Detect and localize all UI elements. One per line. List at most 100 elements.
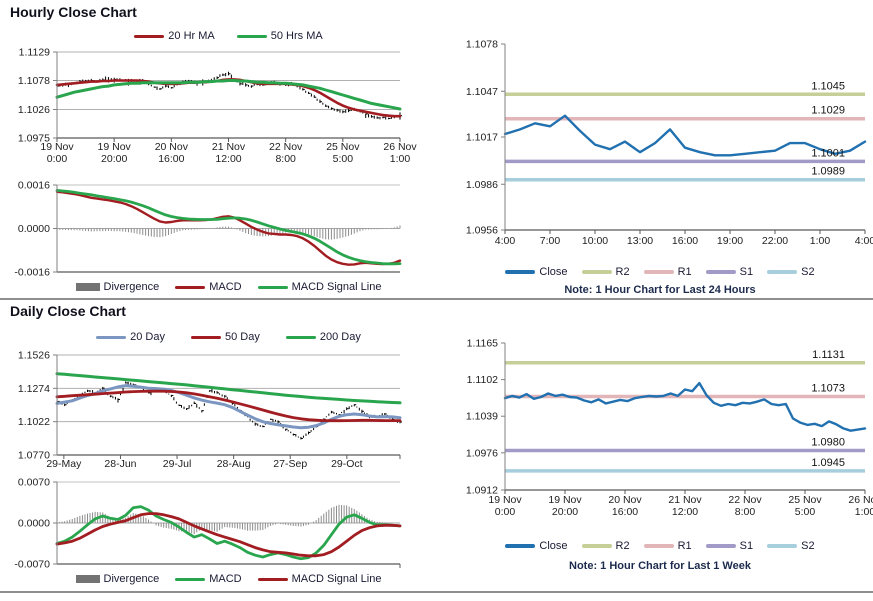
macd-line-swatch-icon <box>175 285 206 289</box>
pivot-weekly-note: Note: 1 Hour Chart for Last 1 Week <box>569 560 751 572</box>
svg-text:20:00: 20:00 <box>101 153 127 165</box>
section-divider <box>0 298 873 300</box>
legend-label: MACD <box>209 573 242 585</box>
daily-price-chart: 1.1526 1.1274 1.1022 1.0770 29-May 28-Jun 29-J… <box>0 344 420 475</box>
legend-label: MACD <box>209 281 242 293</box>
svg-text:28-Aug: 28-Aug <box>217 458 251 470</box>
legend-item-r1: R1 <box>643 266 692 278</box>
daily-macd-legend: Divergence MACD MACD Signal Line <box>57 573 400 585</box>
svg-text:0:00: 0:00 <box>47 153 68 165</box>
bottom-divider <box>0 591 873 593</box>
svg-text:1.0956: 1.0956 <box>466 225 498 237</box>
legend-item-divergence: Divergence <box>75 281 160 293</box>
legend-item-r2: R2 <box>581 266 630 278</box>
svg-text:20:00: 20:00 <box>552 506 578 518</box>
legend-item-s1: S1 <box>705 266 753 278</box>
svg-text:29-Oct: 29-Oct <box>331 458 363 470</box>
svg-text:1.0770: 1.0770 <box>18 450 50 462</box>
legend-item-macd-signal: MACD Signal Line <box>257 281 382 293</box>
svg-text:10:00: 10:00 <box>582 235 608 247</box>
divergence-swatch-icon <box>75 283 100 291</box>
svg-text:26 Nov: 26 Nov <box>383 141 417 153</box>
svg-text:20 Nov: 20 Nov <box>608 494 642 506</box>
svg-text:1.0912: 1.0912 <box>466 485 498 497</box>
svg-text:22 Nov: 22 Nov <box>728 494 762 506</box>
legend-item-s2: S2 <box>767 540 815 552</box>
svg-text:21 Nov: 21 Nov <box>212 141 246 153</box>
svg-text:-0.0016: -0.0016 <box>14 267 50 279</box>
svg-text:1:00: 1:00 <box>390 153 411 165</box>
legend-label: R2 <box>615 540 630 552</box>
svg-text:12:00: 12:00 <box>672 506 698 518</box>
svg-text:1.1274: 1.1274 <box>18 383 50 395</box>
svg-text:1.1102: 1.1102 <box>467 374 498 386</box>
svg-text:1.1129: 1.1129 <box>19 47 50 59</box>
pivot-weekly-legend: Close R2 R1 S1 S2 <box>460 540 860 552</box>
50hrs-ma-line-swatch-icon <box>236 34 267 38</box>
svg-text:19 Nov: 19 Nov <box>548 494 582 506</box>
svg-text:4:00: 4:00 <box>855 235 873 247</box>
svg-text:1.1073: 1.1073 <box>811 382 845 394</box>
svg-text:-0.0070: -0.0070 <box>14 559 50 571</box>
svg-text:4:00: 4:00 <box>495 235 516 247</box>
svg-text:22 Nov: 22 Nov <box>269 141 303 153</box>
legend-label: MACD Signal Line <box>291 281 382 293</box>
svg-text:1.1047: 1.1047 <box>466 86 498 98</box>
legend-item-20hr-ma: 20 Hr MA <box>134 30 215 42</box>
svg-text:7:00: 7:00 <box>540 235 561 247</box>
legend-label: Divergence <box>103 573 160 585</box>
svg-text:12:00: 12:00 <box>215 153 241 165</box>
svg-text:0.0000: 0.0000 <box>18 223 50 235</box>
svg-text:1.0975: 1.0975 <box>18 133 50 145</box>
svg-text:19 Nov: 19 Nov <box>488 494 522 506</box>
svg-text:1.1078: 1.1078 <box>18 75 50 87</box>
svg-text:1.0986: 1.0986 <box>466 179 498 191</box>
svg-text:0.0016: 0.0016 <box>18 180 50 192</box>
daily-section-title: Daily Close Chart <box>10 303 126 319</box>
svg-text:1.1026: 1.1026 <box>18 104 50 116</box>
svg-text:1.0980: 1.0980 <box>811 436 845 448</box>
hourly-section-title: Hourly Close Chart <box>10 4 137 20</box>
svg-text:5:00: 5:00 <box>333 153 354 165</box>
legend-item-50hrs-ma: 50 Hrs MA <box>236 30 323 42</box>
pivot-24h-note: Note: 1 Hour Chart for Last 24 Hours <box>564 284 756 296</box>
legend-item-s1: S1 <box>705 540 754 552</box>
legend-item-s2: S2 <box>767 266 815 278</box>
macd-signal-line-swatch-icon <box>257 285 288 289</box>
svg-text:1:00: 1:00 <box>810 235 831 247</box>
close-line-swatch-icon <box>505 544 536 548</box>
daily-macd-chart: 0.0070 0.0000 -0.0070 <box>0 474 420 577</box>
200day-line-swatch-icon <box>285 335 316 339</box>
legend-label: R2 <box>615 266 630 278</box>
legend-item-r1: R1 <box>643 540 692 552</box>
20hr-ma-line-swatch-icon <box>134 34 165 38</box>
20day-line-swatch-icon <box>96 335 127 339</box>
svg-text:1.1029: 1.1029 <box>811 105 845 117</box>
s1-line-swatch-icon <box>705 544 736 548</box>
pivot-weekly-chart: 1.1165 1.1102 1.1039 1.0976 1.0912 19 Nov 0:00… <box>436 336 873 533</box>
legend-label: S1 <box>739 540 754 552</box>
macd-signal-line-swatch-icon <box>257 577 288 581</box>
legend-item-macd: MACD <box>175 281 242 293</box>
svg-text:1.1001: 1.1001 <box>811 147 845 159</box>
hourly-price-chart: 1.1129 1.1078 1.1026 1.0975 19 Nov 0:00 19 Nov… <box>0 46 420 175</box>
svg-text:19 Nov: 19 Nov <box>98 141 132 153</box>
svg-text:25 Nov: 25 Nov <box>788 494 822 506</box>
r2-line-swatch-icon <box>581 544 612 548</box>
legend-label: Divergence <box>103 281 160 293</box>
legend-label: 50 Day <box>225 331 260 343</box>
legend-label: Close <box>539 540 568 552</box>
svg-text:0:00: 0:00 <box>495 506 516 518</box>
svg-text:16:00: 16:00 <box>612 506 638 518</box>
hourly-macd-chart: 0.0016 0.0000 -0.0016 <box>0 176 420 285</box>
legend-label: 50 Hrs MA <box>270 30 323 42</box>
svg-text:29-May: 29-May <box>46 458 82 470</box>
svg-text:21 Nov: 21 Nov <box>668 494 702 506</box>
daily-ma-legend: 20 Day 50 Day 200 Day <box>57 331 400 343</box>
svg-text:1.0976: 1.0976 <box>466 447 498 459</box>
svg-text:25 Nov: 25 Nov <box>326 141 360 153</box>
svg-text:29-Jul: 29-Jul <box>163 458 192 470</box>
legend-item-20day: 20 Day <box>96 331 165 343</box>
svg-text:1.1017: 1.1017 <box>466 132 498 144</box>
